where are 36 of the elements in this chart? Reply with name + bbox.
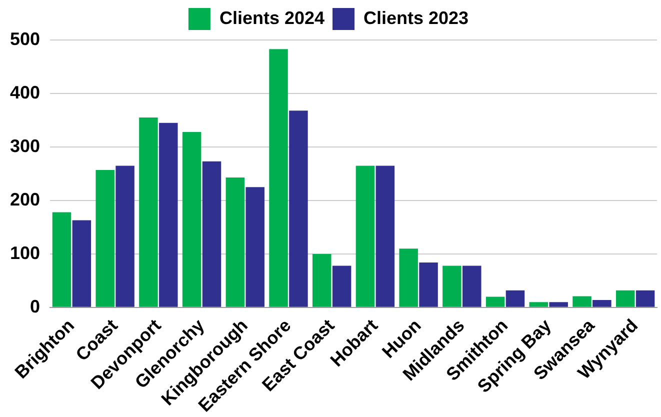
- bar: [592, 300, 612, 307]
- bar: [116, 166, 134, 307]
- legend-label: Clients 2023: [364, 8, 469, 28]
- legend-label: Clients 2024: [219, 8, 325, 28]
- y-tick-label: 200: [10, 189, 40, 210]
- bar: [72, 220, 92, 307]
- bar: [312, 254, 332, 307]
- bar: [399, 248, 418, 307]
- y-tick-label: 0: [30, 296, 40, 316]
- y-tick-label: 400: [10, 82, 40, 102]
- bar: [332, 266, 352, 307]
- bar: [572, 296, 592, 307]
- bar: [506, 290, 525, 307]
- bar: [486, 296, 505, 307]
- bar: [96, 170, 114, 307]
- bar: [226, 177, 245, 307]
- bar: [529, 302, 548, 307]
- bar: [269, 49, 288, 307]
- bar: [462, 266, 482, 307]
- bar: [376, 166, 395, 307]
- y-tick-label: 100: [10, 242, 40, 263]
- bar: [289, 110, 308, 307]
- bar: [246, 187, 264, 307]
- y-tick-label: 300: [10, 136, 40, 156]
- bar: [139, 118, 158, 307]
- bar: [356, 166, 375, 307]
- bar: [202, 161, 222, 307]
- y-tick-label: 500: [10, 28, 40, 49]
- bar: [549, 302, 568, 307]
- bar: [52, 212, 72, 307]
- bar: [419, 262, 438, 307]
- bar: [159, 122, 178, 307]
- bar: [182, 132, 202, 307]
- bar: [636, 290, 655, 307]
- bar: [616, 290, 635, 307]
- bar: [442, 266, 462, 307]
